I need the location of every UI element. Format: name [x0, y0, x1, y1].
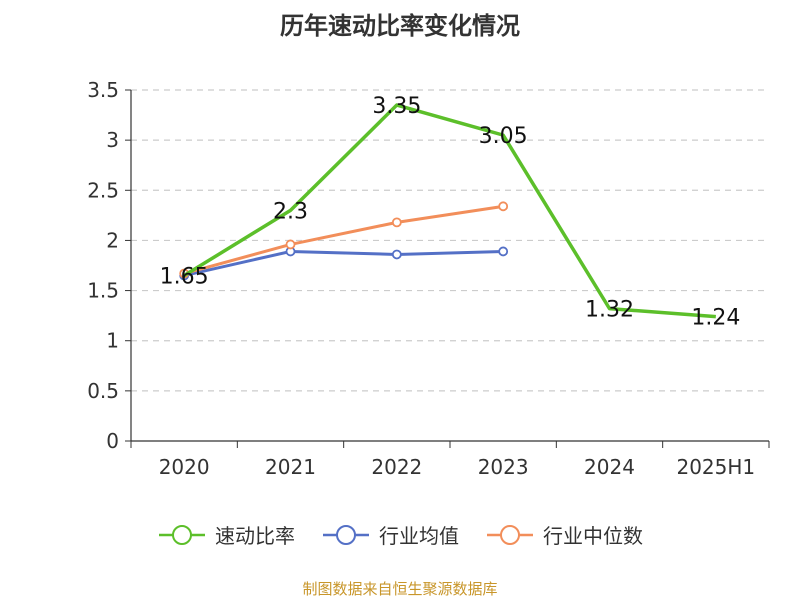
legend-item[interactable]: 行业均值 [321, 520, 459, 549]
legend-label: 行业均值 [379, 524, 459, 548]
y-tick-label: 1.5 [87, 279, 119, 303]
chart-title: 历年速动比率变化情况 [280, 12, 520, 40]
data-label: 1.65 [160, 265, 209, 290]
grid-lines [131, 89, 769, 392]
legend-label: 行业中位数 [543, 524, 643, 548]
y-tick-label: 2.5 [87, 178, 119, 202]
data-label: 3.35 [372, 94, 421, 119]
data-labels: 1.65 2.3 3.35 3.05 1.32 1.24 [160, 94, 741, 331]
data-point [498, 201, 509, 212]
legend: 速动比率 行业均值 行业中位数 [0, 520, 800, 549]
source-note: 制图数据来自恒生聚源数据库 [302, 580, 498, 598]
legend-swatch-icon [323, 524, 369, 545]
legend-swatch-icon [487, 524, 533, 545]
data-label: 1.24 [691, 306, 740, 331]
y-tick-label: 3 [106, 128, 119, 152]
data-label: 1.32 [585, 298, 634, 323]
y-tick-label: 3.5 [87, 78, 119, 102]
axes: 0 0.5 1 1.5 2 2.5 3 3.5 2020 2021 2022 2023 2024 2025… [87, 78, 770, 479]
x-tick-label: 2021 [265, 455, 316, 479]
y-tick-label: 0.5 [87, 379, 119, 403]
legend-item[interactable]: 行业中位数 [485, 520, 643, 549]
legend-swatch-icon [159, 524, 205, 545]
x-tick-label: 2020 [159, 455, 210, 479]
x-tick-label: 2023 [478, 455, 529, 479]
x-tick-label: 2022 [371, 455, 422, 479]
legend-item[interactable]: 速动比率 [157, 520, 295, 549]
y-tick-label: 2 [106, 228, 119, 252]
x-tick-label: 2025H1 [676, 455, 755, 479]
data-point [391, 249, 402, 260]
y-tick-label: 1 [106, 329, 119, 353]
data-label: 3.05 [479, 124, 528, 149]
series-line [183, 249, 504, 277]
series-line [183, 204, 504, 275]
legend-label: 速动比率 [215, 524, 295, 548]
series-lines [179, 103, 716, 319]
data-point [498, 246, 509, 257]
data-point [391, 217, 402, 228]
series-line [183, 103, 716, 319]
y-tick-label: 0 [106, 429, 119, 453]
data-label: 2.3 [273, 199, 308, 224]
x-tick-label: 2024 [584, 455, 635, 479]
data-point [285, 239, 296, 250]
